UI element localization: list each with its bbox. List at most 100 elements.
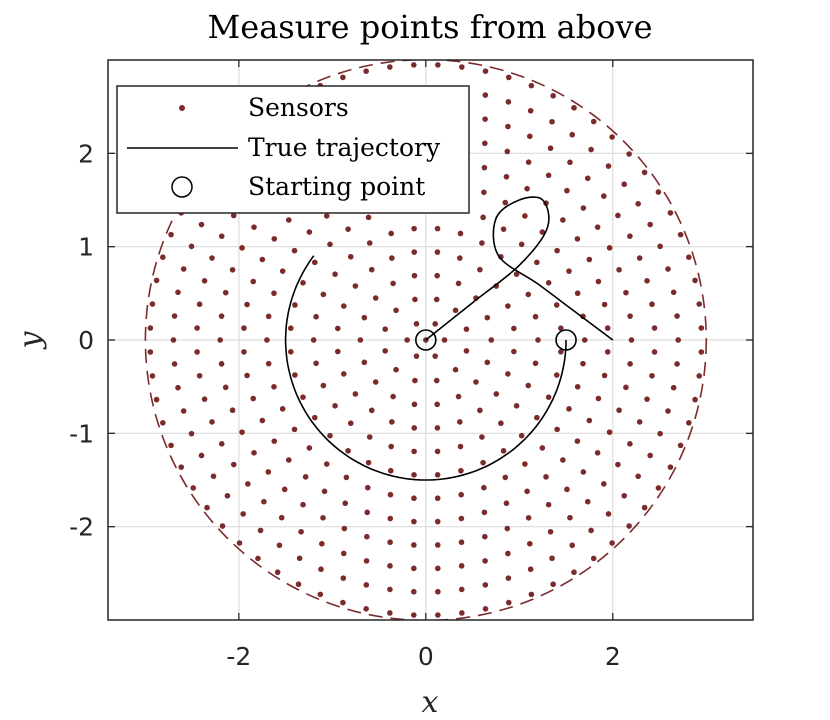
sensor-point [670, 384, 677, 391]
sensor-point [332, 271, 338, 277]
sensor-point [526, 540, 533, 547]
sensor-point [435, 588, 441, 595]
sensor-point [567, 514, 573, 521]
sensor-point [279, 406, 286, 412]
sensor-point [347, 253, 354, 260]
sensor-point [675, 337, 682, 343]
sensor-point [482, 140, 488, 147]
sensor-point [411, 588, 417, 595]
sensor-point [441, 337, 448, 343]
sensor-point [239, 429, 245, 435]
sensor-point [180, 408, 187, 414]
sensor-point [554, 247, 560, 254]
chart-title: Measure points from above [207, 8, 652, 46]
sensor-point [528, 82, 535, 89]
sensor-point [535, 337, 541, 343]
sensor-point [692, 277, 698, 284]
sensor-point [393, 307, 399, 314]
legend-sensor-marker [179, 105, 185, 111]
boundary-circle [144, 60, 707, 620]
sensor-point [390, 280, 396, 287]
sensor-point [667, 464, 674, 470]
sensor-point [526, 133, 533, 140]
sensor-point [170, 337, 177, 343]
sensor-point [482, 606, 489, 612]
sensor-point [505, 550, 511, 557]
sensor-point [363, 558, 370, 564]
sensor-point [547, 145, 554, 152]
plot-area [144, 60, 707, 620]
sensor-point [364, 533, 370, 540]
sensor-point [432, 353, 438, 359]
sensor-point [434, 249, 441, 255]
sensor-point [279, 268, 286, 274]
sensor-point [636, 419, 643, 425]
sensor-point [590, 555, 597, 562]
sensor-point [434, 448, 441, 455]
sensor-point [525, 382, 532, 389]
sensor-point [477, 266, 483, 273]
sensor-point [500, 226, 507, 232]
sensor-point [411, 272, 418, 279]
sensor-point [366, 434, 373, 440]
sensor-point [300, 280, 306, 286]
sensor-point [604, 349, 611, 355]
legend-trajectory-label: True trajectory [248, 133, 441, 162]
sensor-point [209, 255, 215, 261]
sensor-point [413, 321, 420, 327]
sensor-point [580, 205, 587, 211]
sensor-point [609, 540, 615, 546]
sensor-point [473, 379, 479, 385]
sensor-point [250, 278, 257, 285]
sensor-point [364, 509, 371, 516]
sensor-point [434, 542, 441, 548]
sensor-point [458, 539, 465, 546]
sensor-point [547, 528, 554, 535]
sensor-point [236, 540, 243, 546]
sensor-point [477, 407, 483, 414]
sensor-point [524, 488, 530, 495]
sensor-point [698, 325, 705, 331]
sensor-point [411, 518, 417, 525]
sensor-point [340, 303, 347, 309]
sensor-point [479, 240, 485, 246]
sensor-point [480, 459, 486, 466]
sensor-point [387, 491, 394, 498]
sensor-point [345, 226, 351, 232]
sensor-point [571, 569, 577, 576]
sensor-point [217, 337, 223, 343]
sensor-point [628, 337, 635, 343]
sensor-point [452, 366, 459, 373]
sensor-point [311, 414, 318, 421]
sensor-point [196, 372, 203, 379]
sensor-point [411, 448, 417, 455]
sensor-point [627, 313, 633, 319]
trajectory-arc [284, 255, 567, 481]
sensor-point [363, 582, 370, 588]
sensor-point [482, 533, 488, 540]
sensor-point [484, 314, 491, 321]
sensor-point [505, 575, 512, 581]
sensor-point [534, 414, 540, 421]
sensor-point [285, 457, 292, 463]
sensor-point [196, 301, 203, 308]
sensor-point [387, 539, 393, 546]
sensor-point [644, 396, 650, 402]
sensor-point [615, 212, 621, 219]
sensor-point [434, 401, 440, 408]
sensor-point [230, 461, 237, 468]
sensor-point [411, 401, 418, 408]
sensor-point [554, 426, 560, 433]
sensor-point [560, 217, 566, 223]
sensor-point [649, 372, 655, 379]
sensor-point [291, 426, 298, 433]
sensor-point [435, 612, 441, 618]
sensor-point [567, 159, 573, 166]
sensor-point [434, 472, 441, 478]
sensor-point [411, 425, 418, 431]
sensor-point [357, 337, 364, 343]
sensor-point [463, 348, 470, 354]
sensor-point [175, 289, 181, 296]
sensor-point [387, 515, 394, 522]
